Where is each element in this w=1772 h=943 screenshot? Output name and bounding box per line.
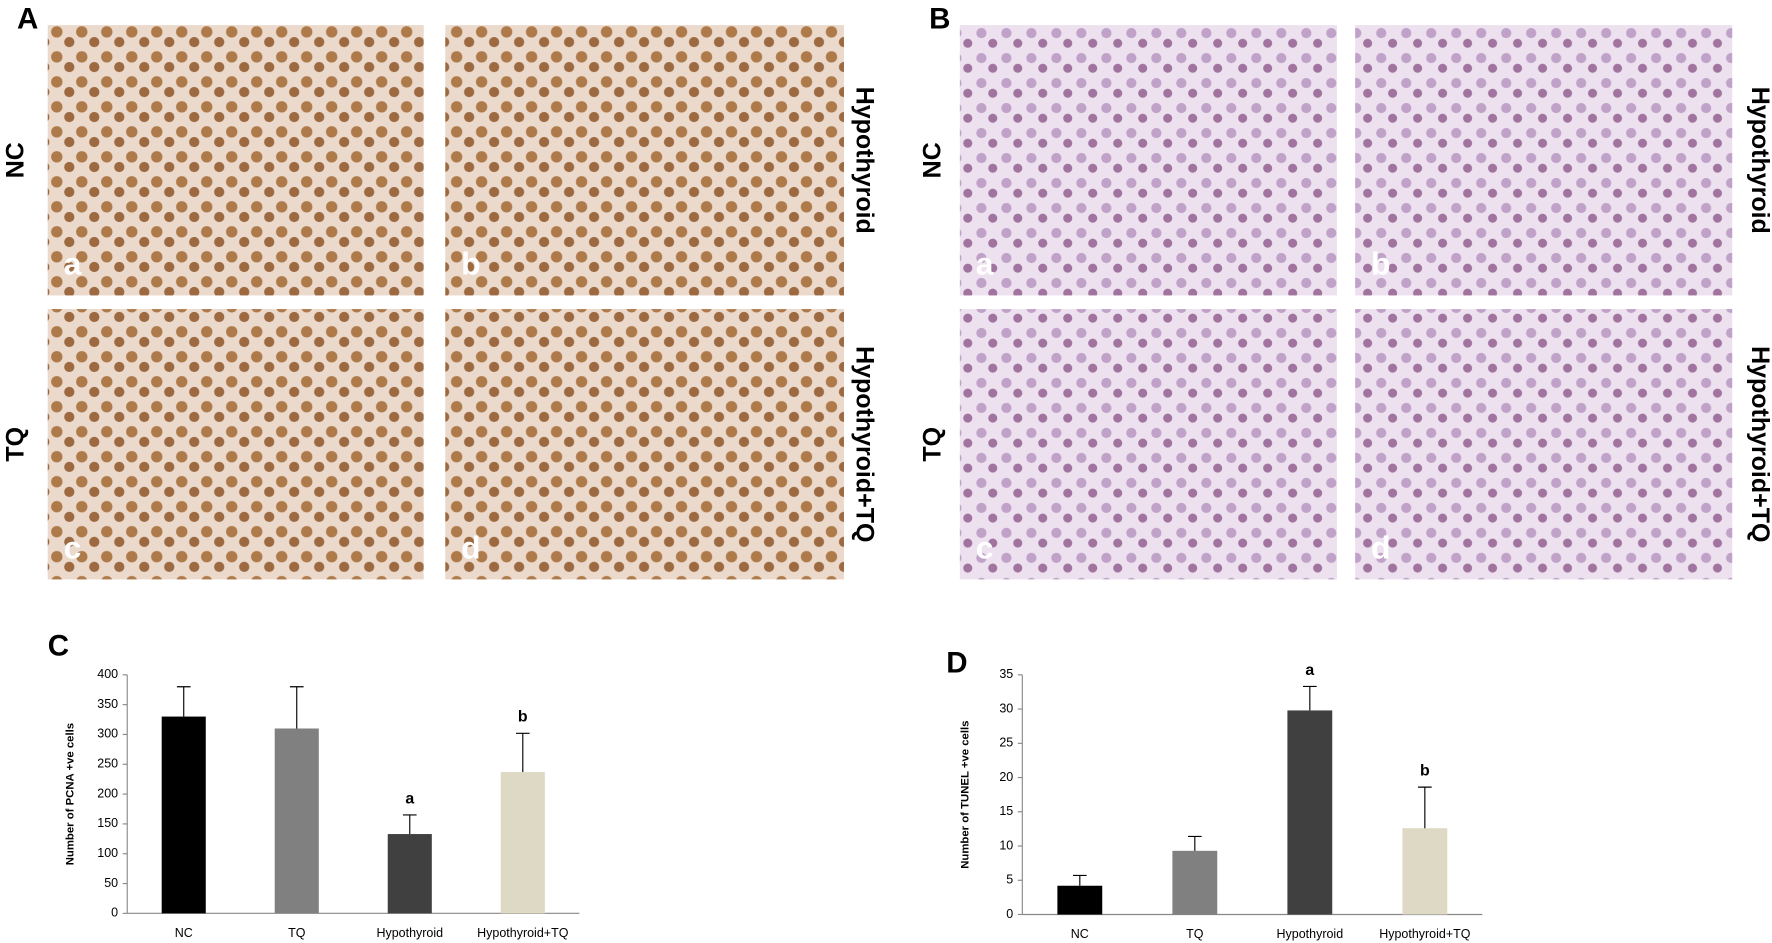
- bar: [1057, 885, 1103, 915]
- micrograph: [445, 309, 844, 580]
- y-axis-label: Number of PCNA +ve cells: [64, 723, 76, 865]
- error-bar: [289, 686, 304, 729]
- bar: [500, 772, 545, 914]
- error-bar: [402, 814, 417, 835]
- row-label: NC: [918, 142, 946, 178]
- panel-label: A: [17, 2, 38, 35]
- bar: [387, 834, 432, 914]
- x-tick-label: Hypothyroid: [1277, 927, 1344, 941]
- row-label: Hypothyroid+TQ: [851, 346, 879, 542]
- x-tick-label: Hypothyroid: [376, 926, 443, 940]
- image-letter: a: [64, 245, 82, 281]
- image-letter: d: [461, 529, 480, 565]
- y-tick-label: 300: [97, 727, 118, 741]
- row-label: Hypothyroid+TQ: [1746, 346, 1772, 542]
- error-bar: [176, 686, 191, 717]
- error-bar: [1072, 874, 1087, 886]
- y-tick-label: 50: [104, 876, 118, 890]
- x-tick-label: TQ: [288, 926, 306, 940]
- image-letter: d: [1371, 529, 1390, 565]
- micrograph: [445, 25, 844, 296]
- x-tick-label: TQ: [1186, 927, 1204, 941]
- bar: [1172, 850, 1218, 915]
- error-bar: [515, 732, 530, 773]
- micrograph: [959, 25, 1337, 296]
- row-label: NC: [2, 142, 30, 178]
- micrograph: [47, 25, 424, 296]
- row-label: TQ: [918, 427, 946, 462]
- annotation: a: [1305, 662, 1314, 679]
- y-tick-label: 250: [97, 757, 118, 771]
- micrograph: [1355, 25, 1733, 296]
- panel-label: C: [48, 629, 69, 662]
- image-letter: c: [976, 529, 994, 565]
- x-tick-label: Hypothyroid+TQ: [1379, 927, 1471, 941]
- panel-label: B: [929, 2, 950, 35]
- x-tick-label: Hypothyroid+TQ: [477, 926, 569, 940]
- y-tick-label: 35: [999, 667, 1013, 681]
- row-label: TQ: [2, 427, 30, 462]
- y-tick-label: 100: [97, 846, 118, 860]
- row-label: Hypothyroid: [1746, 87, 1772, 234]
- x-tick-label: NC: [1071, 927, 1089, 941]
- y-tick-label: 350: [97, 697, 118, 711]
- panel-label: D: [946, 646, 967, 679]
- image-letter: a: [976, 245, 994, 281]
- y-tick-label: 15: [999, 804, 1013, 818]
- micrograph: [1355, 309, 1733, 580]
- image-letter: c: [64, 529, 82, 565]
- error-bar: [1418, 786, 1432, 829]
- y-tick-label: 30: [999, 701, 1013, 715]
- x-tick-label: NC: [175, 926, 193, 940]
- y-tick-label: 20: [999, 770, 1013, 784]
- y-tick-label: 0: [1006, 907, 1013, 921]
- micrograph: [47, 309, 424, 580]
- y-tick-label: 150: [97, 816, 118, 830]
- y-tick-label: 200: [97, 786, 118, 800]
- annotation: b: [1420, 762, 1430, 779]
- y-tick-label: 400: [97, 667, 118, 681]
- y-axis-label: Number of TUNEL +ve cells: [960, 721, 972, 869]
- y-tick-label: 10: [999, 838, 1013, 852]
- y-tick-label: 25: [999, 736, 1013, 750]
- bar: [1402, 828, 1448, 915]
- micrograph: [959, 309, 1337, 580]
- y-tick-label: 5: [1006, 873, 1013, 887]
- image-letter: b: [461, 245, 480, 281]
- y-tick-label: 0: [111, 906, 118, 920]
- image-letter: b: [1371, 245, 1390, 281]
- bar: [274, 728, 319, 914]
- annotation: b: [518, 709, 528, 726]
- bar: [161, 716, 206, 914]
- error-bar: [1188, 835, 1202, 851]
- error-bar: [1303, 685, 1317, 711]
- row-label: Hypothyroid: [851, 87, 879, 234]
- annotation: a: [405, 790, 414, 807]
- bar: [1287, 710, 1333, 915]
